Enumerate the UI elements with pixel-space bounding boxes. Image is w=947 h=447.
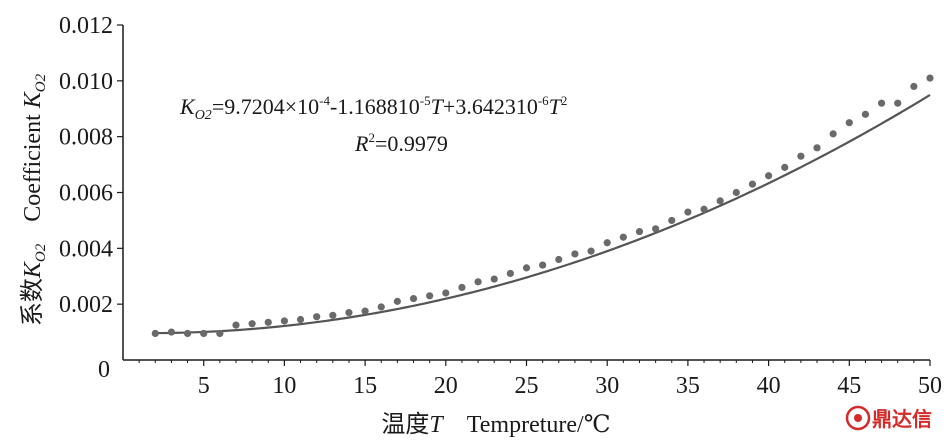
data-point <box>426 292 434 300</box>
data-point <box>781 163 789 171</box>
y-tick-label: 0.012 <box>59 13 113 39</box>
data-point <box>894 99 902 107</box>
data-point <box>313 313 321 321</box>
x-ticks: 5 10 15 20 25 30 35 40 45 50 <box>138 360 942 399</box>
data-point <box>329 311 337 319</box>
logo-icon <box>845 405 871 431</box>
data-point <box>183 329 192 338</box>
data-point <box>361 307 369 315</box>
data-point <box>539 261 547 269</box>
data-point <box>409 294 418 303</box>
x-tick-label: 5 <box>198 373 210 399</box>
svg-text:系数KO2CoefficientKO2: 系数KO2CoefficientKO2 <box>19 73 49 326</box>
data-point <box>910 82 918 91</box>
data-point <box>684 208 692 216</box>
data-point <box>877 99 886 107</box>
data-point <box>522 264 531 272</box>
data-point <box>280 317 288 325</box>
data-point <box>393 297 401 305</box>
data-point <box>296 315 305 324</box>
data-point <box>442 289 450 297</box>
data-point <box>490 275 498 283</box>
data-points <box>151 74 934 338</box>
data-point <box>716 197 724 205</box>
fit-equation: KO2=9.7204×10-4-1.168810-5T+3.642310-6T2 <box>179 93 567 123</box>
logo-icon-center <box>854 414 862 422</box>
y-tick-label: 0.008 <box>59 125 113 151</box>
data-point <box>861 110 870 118</box>
data-point <box>458 283 466 292</box>
data-point <box>619 233 627 241</box>
data-point <box>571 250 579 258</box>
x-tick-label: 40 <box>757 373 781 399</box>
data-point <box>555 255 563 264</box>
data-point <box>748 180 757 188</box>
x-tick-label: 25 <box>515 373 539 399</box>
data-point <box>474 278 482 286</box>
data-point <box>216 329 224 338</box>
data-point <box>587 247 595 255</box>
data-point <box>345 308 353 317</box>
y-tick-label: 0.004 <box>59 236 113 262</box>
r-squared: R2=0.9979 <box>354 130 448 156</box>
data-point <box>845 119 853 127</box>
data-point <box>200 329 208 338</box>
data-point <box>264 318 272 326</box>
data-point <box>700 205 708 213</box>
y-axis-title: 系数KO2CoefficientKO2 <box>19 73 49 326</box>
data-point <box>797 152 805 160</box>
data-point <box>232 321 240 329</box>
data-point <box>668 216 676 225</box>
data-point <box>926 74 934 82</box>
data-point <box>732 188 740 197</box>
data-point <box>248 320 256 328</box>
y-tick-label: 0.006 <box>59 181 113 207</box>
data-point <box>652 225 660 233</box>
data-point <box>506 269 514 278</box>
watermark-text: 鼎达信 <box>872 407 932 431</box>
data-point <box>151 329 159 338</box>
data-point <box>167 328 176 336</box>
data-point <box>377 303 385 311</box>
x-tick-label: 15 <box>353 373 377 399</box>
x-tick-label: 45 <box>837 373 861 399</box>
x-tick-label: 30 <box>595 373 619 399</box>
watermark: 鼎达信 <box>845 405 932 431</box>
y-tick-label: 0.002 <box>59 292 113 318</box>
fit-line <box>155 94 931 335</box>
y-ticks: 0.002 0.004 0.006 0.008 0.010 0.012 <box>59 13 123 318</box>
x-tick-label: 10 <box>272 373 296 399</box>
data-point <box>813 144 821 152</box>
data-point <box>635 227 644 236</box>
data-point <box>829 130 837 138</box>
data-point <box>765 172 773 180</box>
x-tick-label: 35 <box>676 373 700 399</box>
x-axis-title: 温度T Tempreture/℃ <box>381 411 610 438</box>
x-tick-label: 20 <box>434 373 458 399</box>
origin-label: 0 <box>98 357 110 383</box>
data-point <box>603 239 611 247</box>
y-tick-label: 0.010 <box>59 69 113 95</box>
x-tick-label: 50 <box>918 373 942 399</box>
